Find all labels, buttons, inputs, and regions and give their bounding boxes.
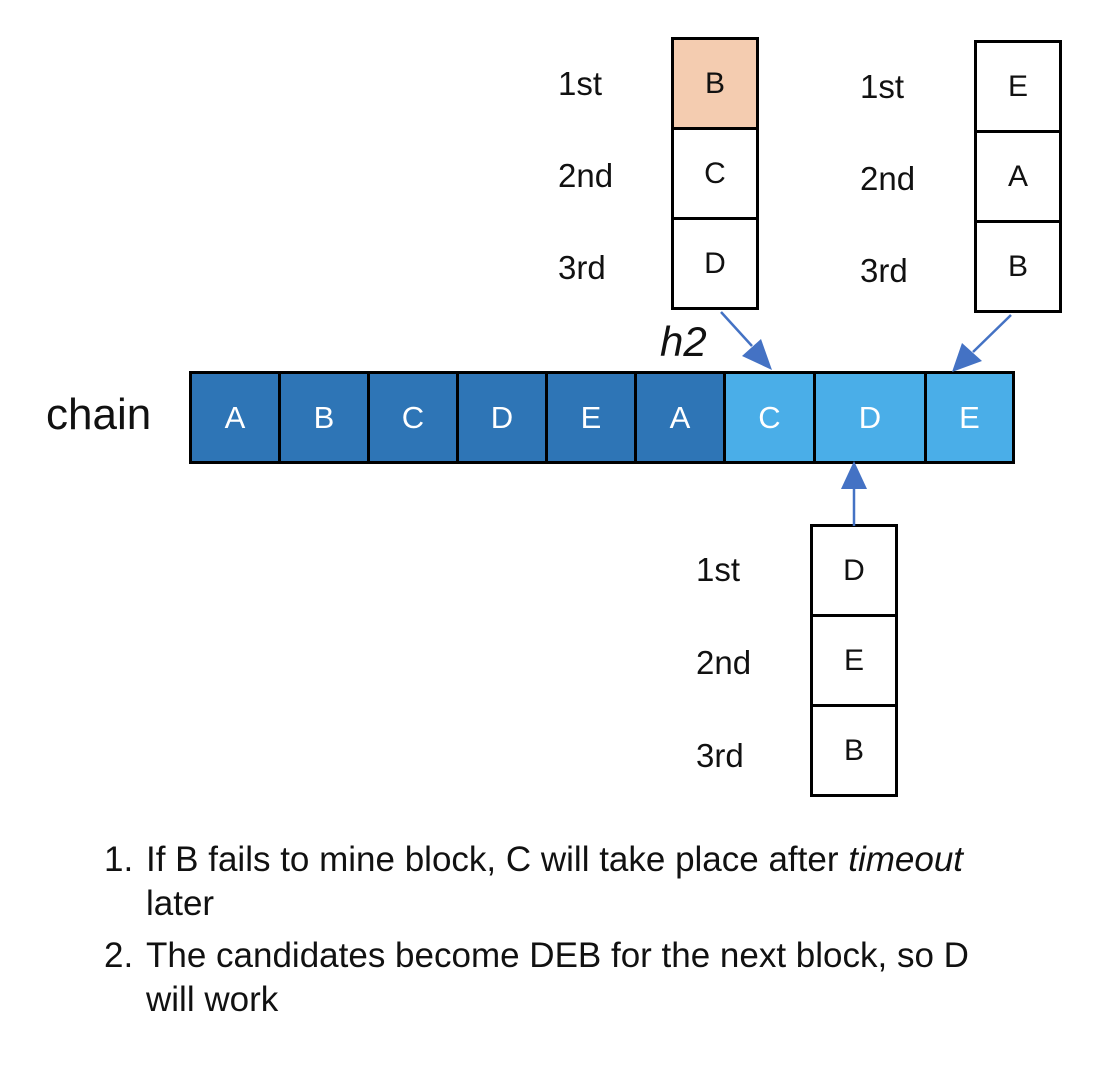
chain-block: E: [545, 371, 637, 464]
note-emphasis: timeout: [848, 840, 964, 879]
candidate-box-first: B: [671, 37, 759, 130]
blockchain-row: A B C D E A C D E: [189, 371, 1016, 464]
rank-label-second: 2nd: [860, 160, 916, 197]
candidate-box-first: D: [810, 524, 898, 617]
rank-label-third: 3rd: [860, 252, 908, 289]
rank-label-second: 2nd: [696, 644, 752, 681]
candidate-box-third: D: [671, 217, 759, 310]
rank-label-third: 3rd: [558, 249, 606, 286]
note-number: 2.: [104, 936, 134, 975]
height-marker-label: h2: [660, 318, 707, 365]
chain-block: E: [924, 371, 1015, 464]
arrow-right-to-chain: [952, 314, 1012, 372]
chain-block: C: [367, 371, 459, 464]
notes-list: 1. If B fails to mine block, C will take…: [104, 838, 1004, 1030]
chain-label: chain: [46, 390, 152, 439]
arrow-left-to-chain: [720, 311, 772, 370]
chain-block: B: [278, 371, 370, 464]
rank-label-first: 1st: [860, 68, 905, 105]
note-number: 1.: [104, 840, 134, 879]
candidate-box-first: E: [974, 40, 1062, 133]
candidate-box-third: B: [974, 220, 1062, 313]
rank-label-second: 2nd: [558, 157, 614, 194]
rank-label-first: 1st: [696, 551, 741, 588]
note-item: 2. The candidates become DEB for the nex…: [104, 934, 1004, 1022]
chain-block: A: [634, 371, 726, 464]
candidate-box-third: B: [810, 704, 898, 797]
note-text-end: later: [146, 884, 215, 923]
note-text: If B fails to mine block, C will take pl…: [146, 840, 849, 879]
rank-label-third: 3rd: [696, 737, 744, 774]
note-item: 1. If B fails to mine block, C will take…: [104, 838, 1004, 926]
arrow-bottom-to-chain: [841, 461, 867, 526]
rank-label-first: 1st: [558, 65, 603, 102]
note-text: The candidates become DEB for the next b…: [146, 936, 969, 1019]
candidate-box-second: A: [974, 130, 1062, 223]
chain-block: C: [723, 371, 816, 464]
